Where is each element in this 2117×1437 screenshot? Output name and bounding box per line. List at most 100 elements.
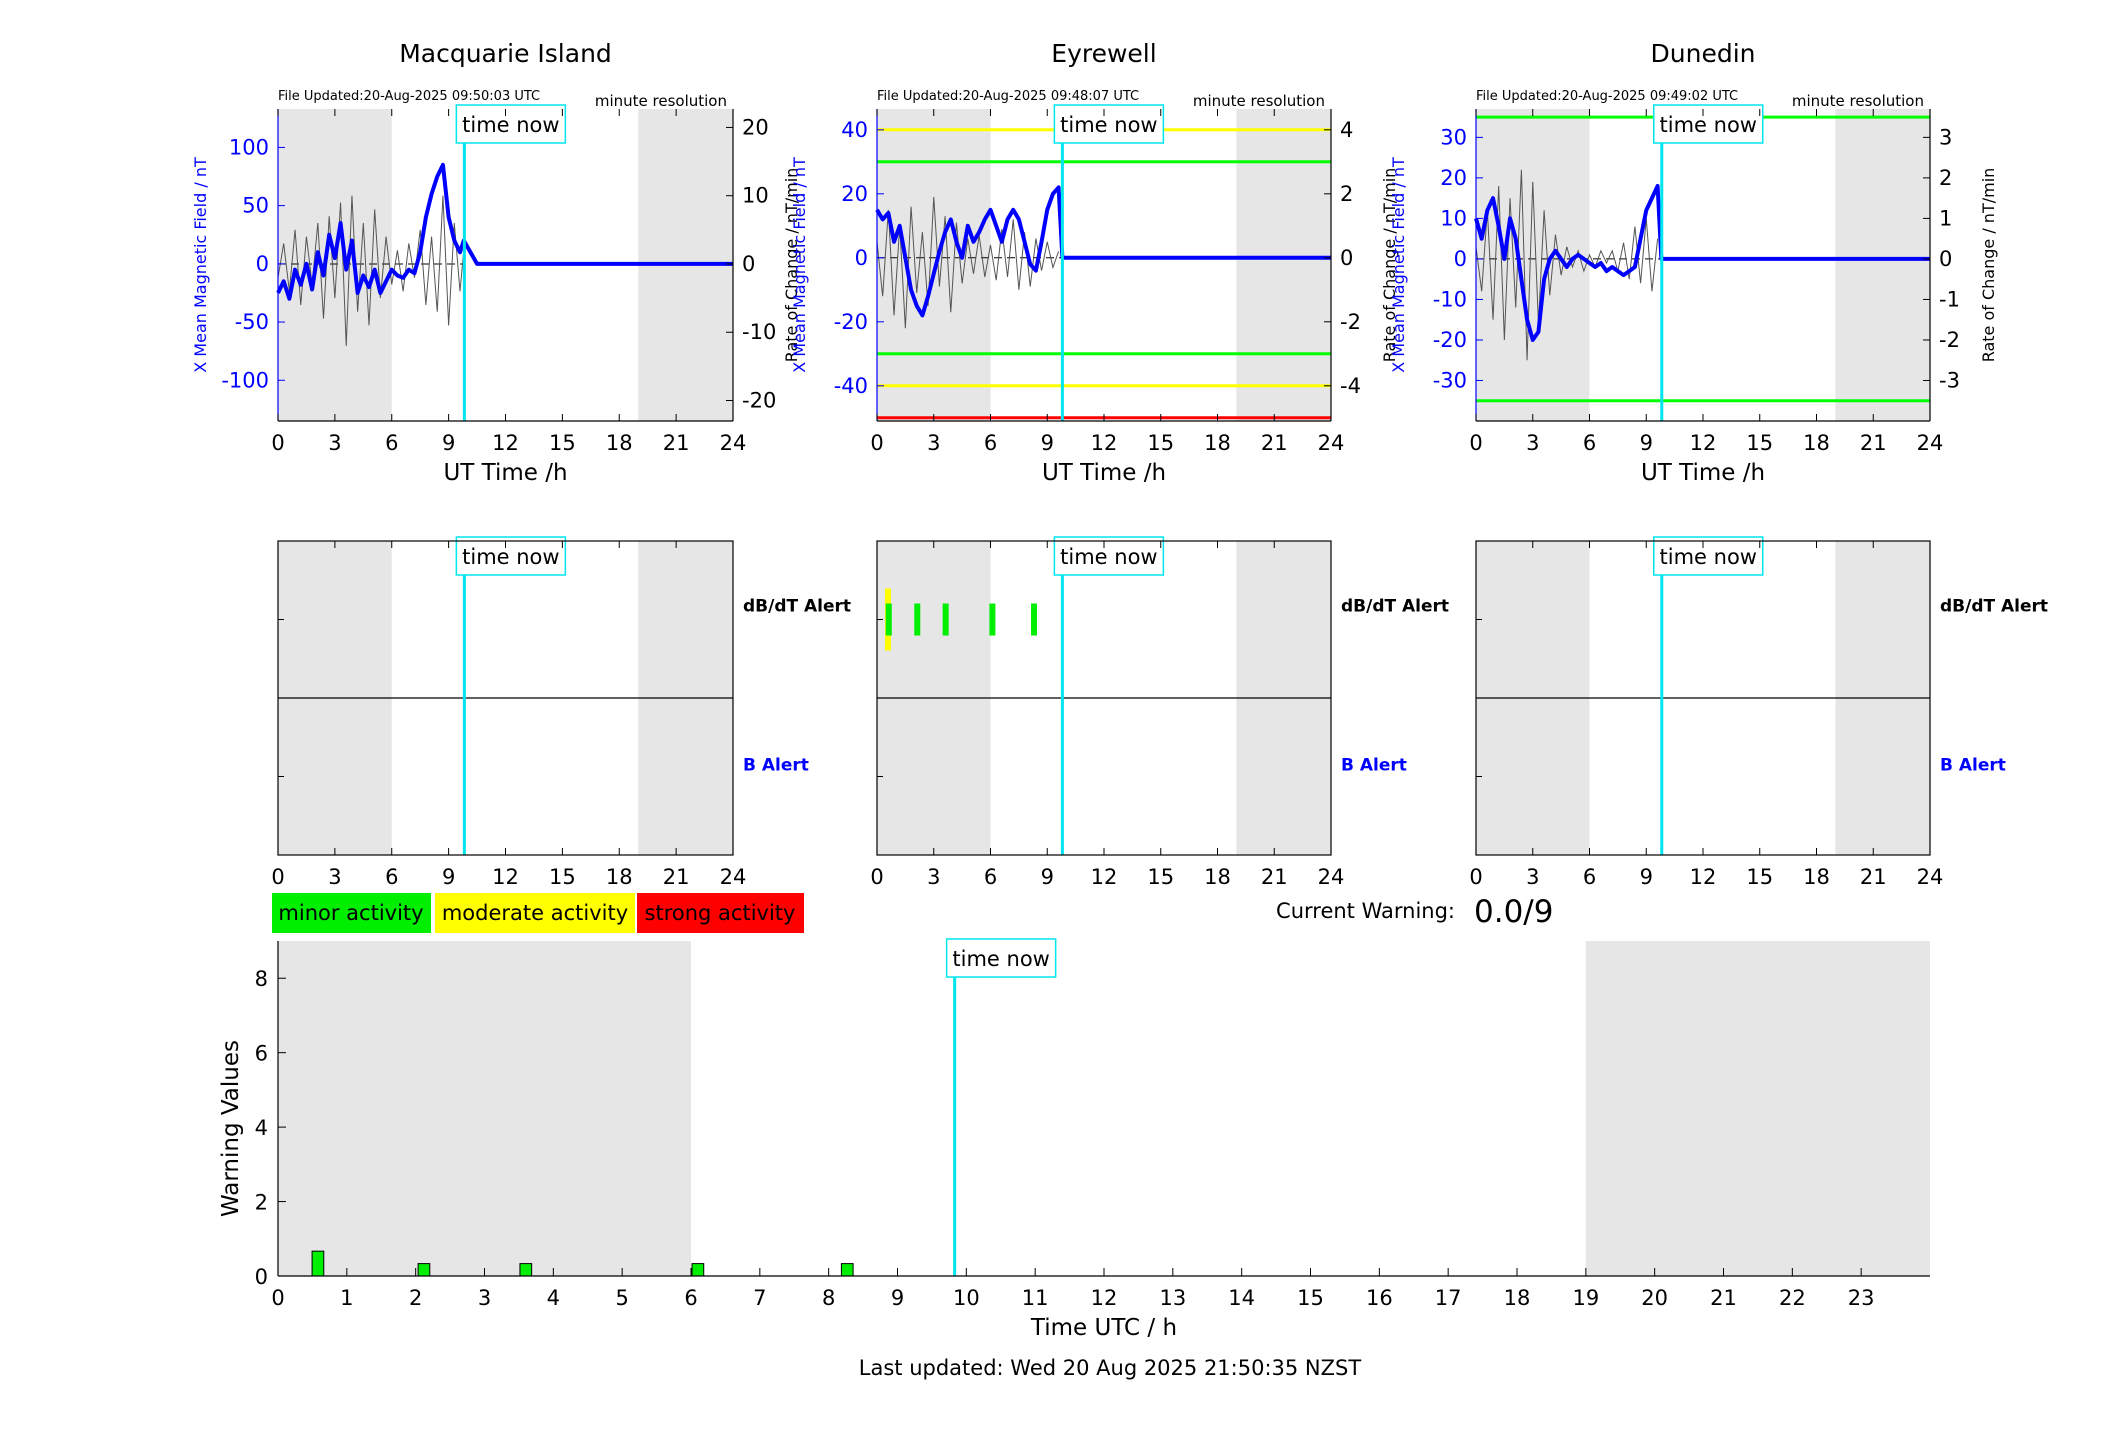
x-tick-label: 5 bbox=[615, 1286, 628, 1310]
rate-of-change-line bbox=[876, 196, 1060, 329]
current-warning: Current Warning: 0.0/9 bbox=[1276, 894, 1553, 930]
x-tick-label: 18 bbox=[606, 865, 633, 889]
x-tick-label: 2 bbox=[409, 1286, 422, 1310]
x-tick-label: 0 bbox=[271, 865, 284, 889]
panel-title: Dunedin bbox=[1651, 39, 1756, 68]
x-tick-label: 22 bbox=[1779, 1286, 1806, 1310]
panels: Macquarie Island File Updated:20-Aug-2025… bbox=[191, 39, 2048, 1341]
y-tick-label-right: 0 bbox=[1340, 246, 1353, 270]
y-tick-label-left: 0 bbox=[1454, 247, 1467, 271]
resolution-label: minute resolution bbox=[1792, 92, 1924, 110]
x-tick-label: 9 bbox=[442, 431, 455, 455]
x-tick-label: 3 bbox=[478, 1286, 491, 1310]
y-tick-label-left: 20 bbox=[1440, 166, 1467, 190]
y-tick-label-right: 10 bbox=[742, 184, 769, 208]
time-now-label: time now bbox=[1660, 113, 1757, 137]
time-now-label: time now bbox=[1060, 545, 1157, 569]
y-tick-label-right: 3 bbox=[1939, 125, 1952, 149]
y-tick-label: 6 bbox=[255, 1042, 268, 1066]
y-axis-label-right: Rate of Change / nT/min bbox=[782, 168, 801, 363]
time-now-box bbox=[945, 938, 1057, 978]
night-shading bbox=[877, 109, 991, 421]
rate-of-change-line bbox=[277, 195, 465, 346]
y-tick-label-right: 1 bbox=[1939, 206, 1952, 230]
activity-legend: minor activity moderate activity strong … bbox=[272, 893, 804, 933]
rate-of-change-line bbox=[1475, 169, 1659, 361]
x-field-line bbox=[875, 185, 1331, 318]
x-tick-label: 6 bbox=[1583, 865, 1596, 889]
x-tick-label: 24 bbox=[720, 431, 747, 455]
y-tick-label-left: 50 bbox=[242, 194, 269, 218]
legend-strong-label: strong activity bbox=[645, 901, 796, 925]
warning-bar bbox=[417, 1263, 431, 1277]
x-tick-label: 0 bbox=[1469, 431, 1482, 455]
time-now-box bbox=[1653, 536, 1764, 576]
night-shading bbox=[1236, 109, 1331, 421]
x-tick-label: 15 bbox=[1746, 865, 1773, 889]
field-panel-3: Dunedin File Updated:20-Aug-2025 09:49:02… bbox=[1389, 39, 1998, 486]
x-tick-label: 18 bbox=[1204, 431, 1231, 455]
warning-bar bbox=[311, 1250, 325, 1277]
x-tick-label: 24 bbox=[1318, 431, 1345, 455]
y-tick-label-left: -10 bbox=[1433, 287, 1467, 311]
x-tick-label: 15 bbox=[1297, 1286, 1324, 1310]
x-tick-label: 14 bbox=[1228, 1286, 1255, 1310]
y-tick-label-left: -20 bbox=[1433, 328, 1467, 352]
file-updated: File Updated:20-Aug-2025 09:48:07 UTC bbox=[877, 89, 1139, 104]
y-tick-label-right: -10 bbox=[742, 320, 776, 344]
time-now-label: time now bbox=[1060, 113, 1157, 137]
y-tick-label-right: 2 bbox=[1340, 182, 1353, 206]
x-tick-label: 0 bbox=[271, 1286, 284, 1310]
x-tick-label: 15 bbox=[549, 431, 576, 455]
x-tick-label: 18 bbox=[606, 431, 633, 455]
dbdt-alert-mark bbox=[914, 603, 921, 636]
y-tick-label-left: -20 bbox=[834, 310, 868, 334]
x-tick-label: 3 bbox=[927, 431, 940, 455]
time-now-box bbox=[455, 104, 567, 144]
x-tick-label: 3 bbox=[1526, 865, 1539, 889]
x-tick-label: 12 bbox=[1091, 431, 1118, 455]
x-tick-label: 6 bbox=[984, 865, 997, 889]
x-tick-label: 7 bbox=[753, 1286, 766, 1310]
x-tick-label: 3 bbox=[328, 865, 341, 889]
dbdt-alert-mark bbox=[1031, 603, 1038, 636]
night-shading bbox=[1585, 941, 1930, 1276]
alert-panel-2: time now dB/dT Alert B Alert 0 3 6 9 12 15 18 21 24 bbox=[870, 536, 1449, 889]
y-tick-label-left: 100 bbox=[229, 135, 269, 159]
y-tick-label-left: -30 bbox=[1433, 368, 1467, 392]
x-axis-label: Time UTC / h bbox=[1030, 1315, 1177, 1341]
x-tick-label: 4 bbox=[547, 1286, 560, 1310]
x-tick-label: 21 bbox=[1860, 865, 1887, 889]
y-axis-label-right: Rate of Change / nT/min bbox=[1979, 168, 1998, 363]
warning-bar bbox=[840, 1263, 854, 1277]
x-tick-label: 17 bbox=[1435, 1286, 1462, 1310]
x-tick-label: 12 bbox=[1091, 1286, 1118, 1310]
y-tick-label-left: 0 bbox=[855, 246, 868, 270]
time-now-label: time now bbox=[952, 947, 1049, 971]
x-tick-label: 6 bbox=[684, 1286, 697, 1310]
field-panel-1: Macquarie Island File Updated:20-Aug-2025… bbox=[191, 39, 801, 486]
x-tick-label: 12 bbox=[492, 431, 519, 455]
resolution-label: minute resolution bbox=[595, 92, 727, 110]
x-tick-label: 3 bbox=[1526, 431, 1539, 455]
y-tick-label-right: -4 bbox=[1340, 374, 1361, 398]
warning-bar bbox=[519, 1263, 533, 1277]
y-tick-label: 8 bbox=[255, 967, 268, 991]
legend-moderate-label: moderate activity bbox=[442, 901, 628, 925]
x-tick-label: 9 bbox=[1041, 431, 1054, 455]
legend-minor-label: minor activity bbox=[278, 901, 423, 925]
alert-panel-3: time now dB/dT Alert B Alert 0 3 6 9 12 15 18 21 24 bbox=[1469, 536, 2048, 889]
b-alert-label: B Alert bbox=[1940, 756, 2006, 776]
y-tick-label-right: -3 bbox=[1939, 368, 1960, 392]
panel-title: Macquarie Island bbox=[399, 39, 612, 68]
x-tick-label: 9 bbox=[1640, 431, 1653, 455]
y-tick-label-left: 40 bbox=[841, 118, 868, 142]
y-tick-label-left: 30 bbox=[1440, 125, 1467, 149]
last-updated: Last updated: Wed 20 Aug 2025 21:50:35 N… bbox=[859, 1356, 1362, 1380]
x-tick-label: 18 bbox=[1803, 865, 1830, 889]
x-tick-label: 9 bbox=[891, 1286, 904, 1310]
panel-title: Eyrewell bbox=[1051, 39, 1156, 68]
file-updated: File Updated:20-Aug-2025 09:49:02 UTC bbox=[1476, 89, 1738, 104]
x-axis-label: UT Time /h bbox=[443, 460, 567, 486]
x-tick-label: 12 bbox=[1690, 431, 1717, 455]
